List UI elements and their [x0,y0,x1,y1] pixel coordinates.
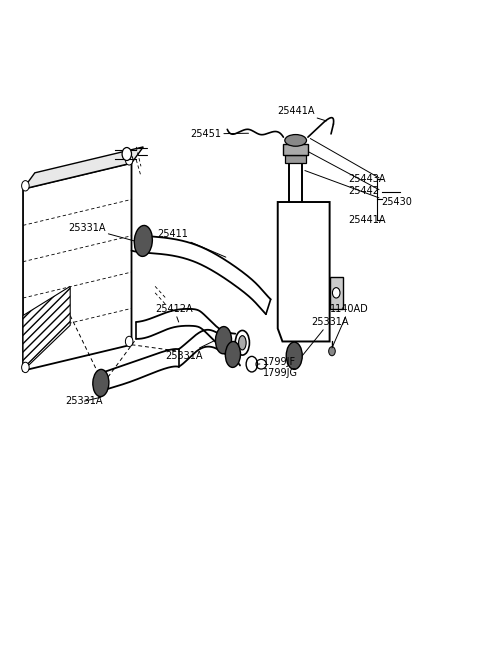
Text: 25331A: 25331A [68,223,134,241]
Circle shape [329,347,335,355]
Text: 25441A: 25441A [277,106,326,121]
Ellipse shape [134,225,152,256]
Text: 1140AD: 1140AD [330,304,368,348]
Text: 25331A: 25331A [302,317,348,355]
Circle shape [333,288,340,298]
Ellipse shape [286,342,302,369]
Polygon shape [23,286,70,371]
Ellipse shape [235,330,250,355]
Bar [283,144,308,155]
Text: 25331A: 25331A [66,396,103,406]
Polygon shape [23,147,144,189]
Text: 1799JF: 1799JF [257,357,296,367]
Text: 1799JG: 1799JG [263,368,298,378]
Circle shape [125,154,133,165]
Bar [330,277,343,309]
Text: 25451: 25451 [190,129,249,139]
Ellipse shape [216,327,231,353]
Circle shape [125,336,133,347]
Text: 25441A: 25441A [348,215,386,225]
Circle shape [22,362,29,373]
Ellipse shape [226,342,240,367]
Text: 25442: 25442 [348,186,380,196]
Text: 25443A: 25443A [348,174,386,185]
Polygon shape [278,202,330,342]
Circle shape [22,181,29,191]
Text: 25331A: 25331A [165,340,216,361]
Ellipse shape [285,135,307,147]
Text: 25411: 25411 [157,229,226,257]
Text: 25412A: 25412A [155,304,193,322]
Ellipse shape [239,336,246,350]
Ellipse shape [93,369,109,397]
Bar [285,155,306,163]
Text: 25430: 25430 [382,197,412,207]
Circle shape [122,148,132,160]
